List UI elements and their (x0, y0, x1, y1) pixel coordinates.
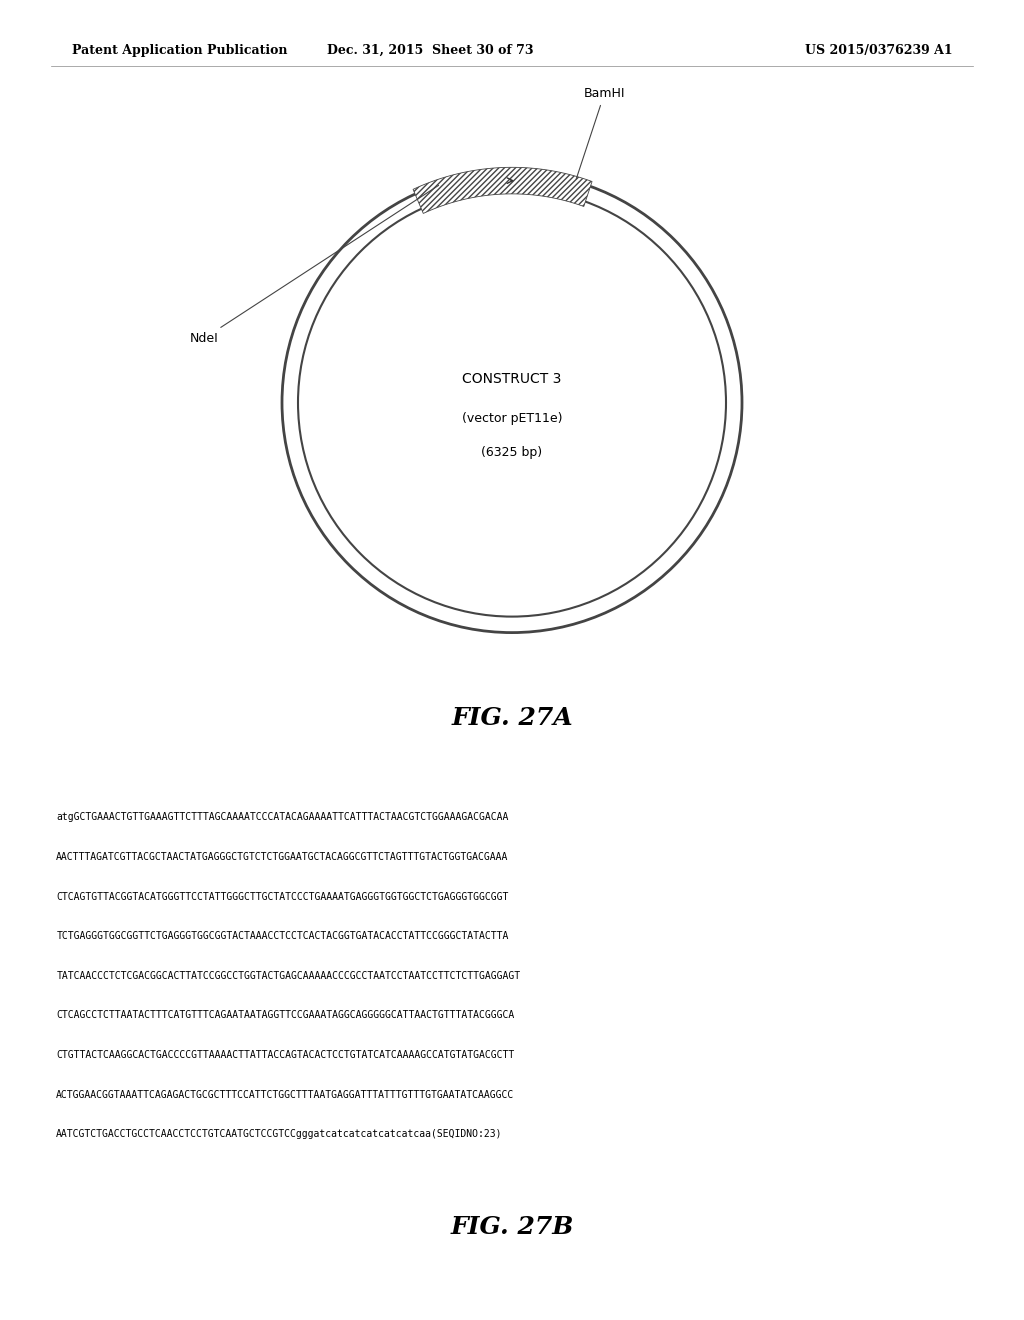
Text: CTCAGCCTCTTAATACTTTCATGTTTCAGAATAATAGGTTCCGAAATAGGCAGGGGGCATTAACTGTTTATACGGGCA: CTCAGCCTCTTAATACTTTCATGTTTCAGAATAATAGGTT… (56, 1010, 515, 1020)
Text: CONSTRUCT 3: CONSTRUCT 3 (462, 372, 562, 385)
Text: TATCAACCCTCTCGACGGCACTTATCCGGCCTGGTACTGAGCAAAAACCCGCCTAATCCTAATCCTTCTCTTGAGGAGT: TATCAACCCTCTCGACGGCACTTATCCGGCCTGGTACTGA… (56, 970, 520, 981)
Text: AACTTTAGATCGTTACGCTAACTATGAGGGCTGTCTCTGGAATGCTACAGGCGTTCTAGTTTGTACTGGTGACGAAA: AACTTTAGATCGTTACGCTAACTATGAGGGCTGTCTCTGG… (56, 851, 509, 862)
Text: AATCGTCTGACCTGCCTCAACCTCCTGTCAATGCTCCGTCCgggatcatcatcatcatcatcaa(SEQIDNO:23): AATCGTCTGACCTGCCTCAACCTCCTGTCAATGCTCCGTC… (56, 1129, 503, 1139)
Text: CTGTTACTCAAGGCACTGACCCCGTTAAAACTTATTACCAGTACACTCCTGTATCATCAAAAGCCATGTATGACGCTT: CTGTTACTCAAGGCACTGACCCCGTTAAAACTTATTACCA… (56, 1049, 515, 1060)
Text: FIG. 27A: FIG. 27A (452, 706, 572, 730)
Text: BamHI: BamHI (577, 87, 626, 180)
Text: CTCAGTGTTACGGTACATGGGTTCCTATTGGGCTTGCTATCCCTGAAAATGAGGGTGGTGGCTCTGAGGGTGGCGGT: CTCAGTGTTACGGTACATGGGTTCCTATTGGGCTTGCTAT… (56, 891, 509, 902)
Text: FIG. 27B: FIG. 27B (451, 1214, 573, 1238)
Text: Dec. 31, 2015  Sheet 30 of 73: Dec. 31, 2015 Sheet 30 of 73 (327, 44, 534, 57)
Text: (vector pET11e): (vector pET11e) (462, 412, 562, 425)
Text: US 2015/0376239 A1: US 2015/0376239 A1 (805, 44, 952, 57)
Text: Patent Application Publication: Patent Application Publication (72, 44, 287, 57)
Polygon shape (413, 168, 592, 214)
Text: NdeI: NdeI (189, 185, 438, 345)
Text: ACTGGAACGGTAAATTCAGAGACTGCGCTTTCCATTCTGGCTTTAATGAGGATTTATTTGTTTGTGAATATCAAGGCC: ACTGGAACGGTAAATTCAGAGACTGCGCTTTCCATTCTGG… (56, 1089, 515, 1100)
Text: atgGCTGAAACTGTTGAAAGTTCTTTAGCAAAATCCCATACAGAAAATTCATTTACTAACGTCTGGAAAGACGACAA: atgGCTGAAACTGTTGAAAGTTCTTTAGCAAAATCCCATA… (56, 812, 509, 822)
Text: TCTGAGGGTGGCGGTTCTGAGGGTGGCGGTACTAAACCTCCTCACTACGGTGATACACCTATTCCGGGCTATACTTA: TCTGAGGGTGGCGGTTCTGAGGGTGGCGGTACTAAACCTC… (56, 931, 509, 941)
Text: (6325 bp): (6325 bp) (481, 446, 543, 459)
